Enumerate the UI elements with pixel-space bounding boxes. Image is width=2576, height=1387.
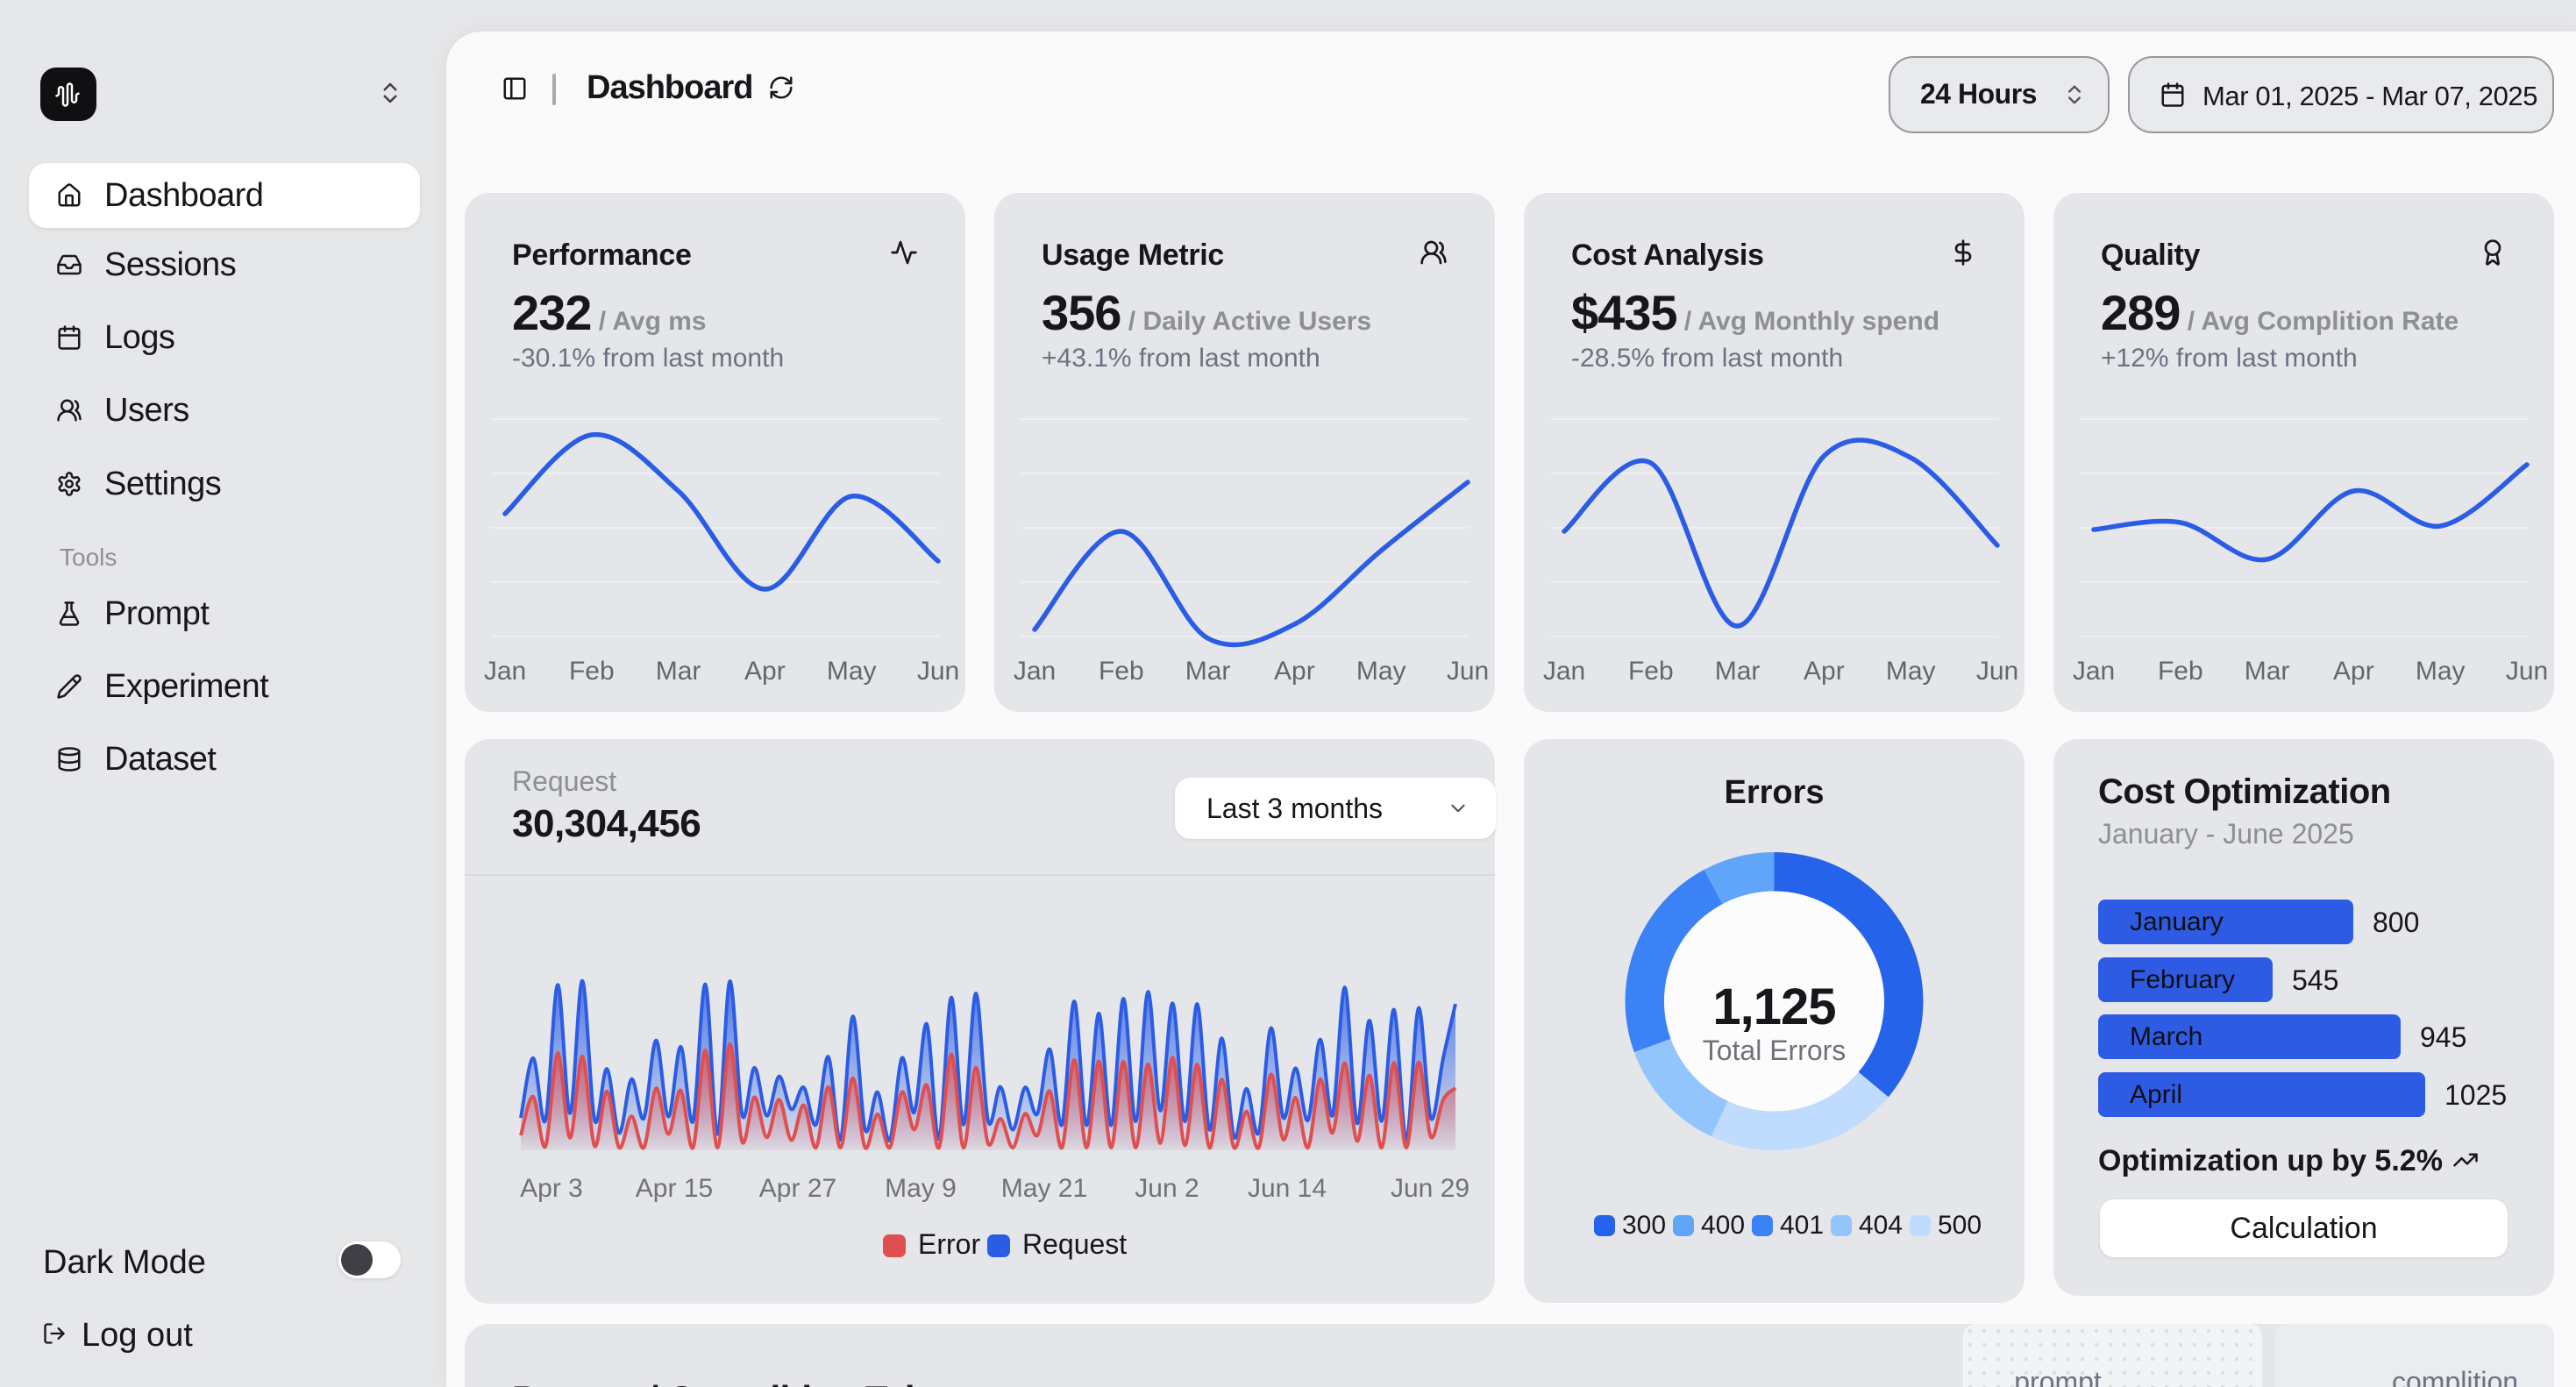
svg-text:May: May — [1356, 657, 1406, 686]
svg-text:May: May — [1886, 657, 1936, 686]
svg-text:Feb: Feb — [2158, 657, 2203, 686]
svg-text:Jan: Jan — [1014, 657, 1056, 686]
svg-text:Apr: Apr — [1274, 657, 1315, 686]
svg-text:Jun 29: Jun 29 — [1391, 1174, 1469, 1203]
svg-text:Feb: Feb — [1099, 657, 1144, 686]
svg-text:Feb: Feb — [569, 657, 615, 686]
svg-text:Mar: Mar — [656, 657, 701, 686]
svg-text:Mar: Mar — [2245, 657, 2290, 686]
svg-text:May: May — [827, 657, 877, 686]
svg-text:Apr: Apr — [1804, 657, 1845, 686]
svg-text:May 9: May 9 — [885, 1174, 957, 1203]
svg-text:Feb: Feb — [1628, 657, 1674, 686]
svg-text:Apr 3: Apr 3 — [520, 1174, 583, 1203]
svg-text:Mar: Mar — [1715, 657, 1761, 686]
svg-text:Jun: Jun — [1976, 657, 2018, 686]
svg-text:Jun: Jun — [2506, 657, 2548, 686]
svg-text:Mar: Mar — [1185, 657, 1231, 686]
svg-text:Jan: Jan — [1543, 657, 1585, 686]
svg-text:May: May — [2416, 657, 2466, 686]
svg-text:Jan: Jan — [2073, 657, 2115, 686]
svg-text:May 21: May 21 — [1001, 1174, 1087, 1203]
svg-text:Apr 27: Apr 27 — [759, 1174, 836, 1203]
svg-text:Jun 2: Jun 2 — [1135, 1174, 1199, 1203]
svg-text:Apr 15: Apr 15 — [636, 1174, 713, 1203]
svg-text:Jun: Jun — [917, 657, 959, 686]
svg-text:Jan: Jan — [484, 657, 526, 686]
svg-text:Jun 14: Jun 14 — [1248, 1174, 1327, 1203]
svg-text:Jun: Jun — [1447, 657, 1489, 686]
svg-text:Apr: Apr — [744, 657, 786, 686]
svg-text:Apr: Apr — [2333, 657, 2374, 686]
